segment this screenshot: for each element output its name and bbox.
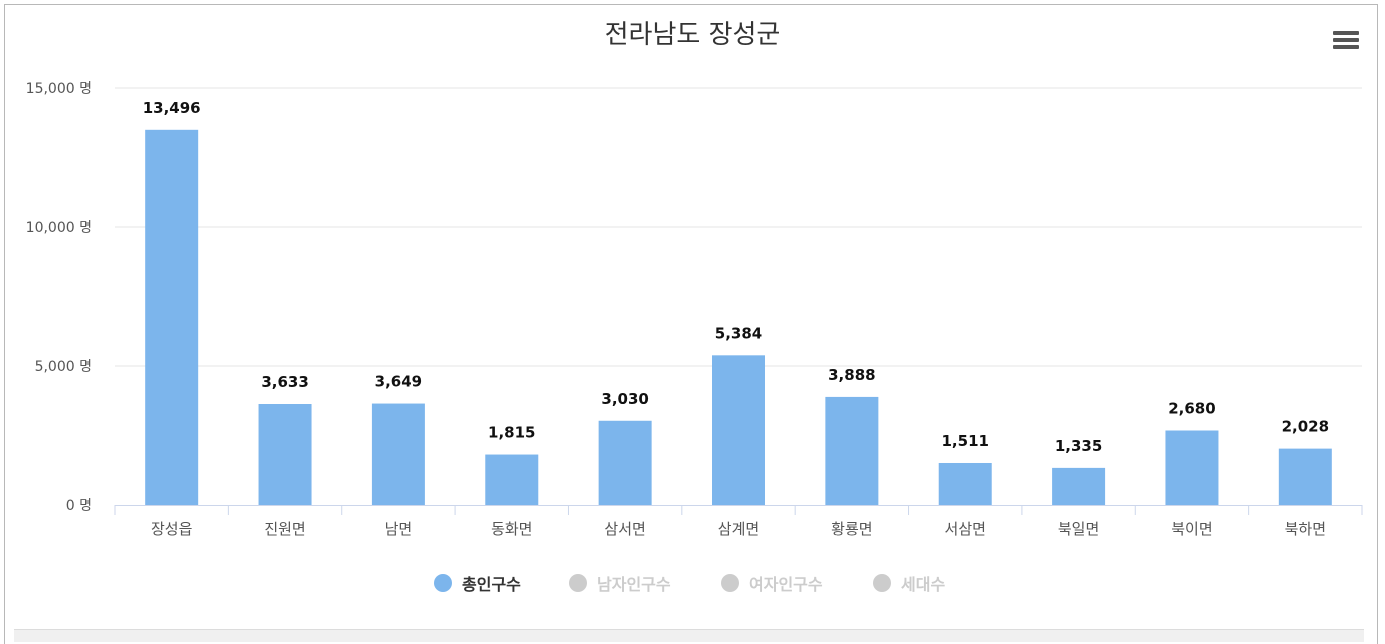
y-tick-label: 15,000 명 — [26, 81, 92, 97]
legend-dot-icon — [434, 574, 452, 592]
data-label: 1,335 — [1055, 437, 1102, 455]
bar — [825, 396, 879, 505]
legend-label: 총인구수 — [462, 575, 521, 594]
data-label: 1,815 — [488, 424, 535, 442]
chart-container — [4, 4, 1378, 644]
bar — [1165, 430, 1219, 505]
bar — [1052, 467, 1106, 505]
legend-label: 여자인구수 — [749, 575, 823, 594]
bar — [712, 355, 765, 505]
data-label: 2,680 — [1168, 399, 1215, 417]
plot-area: 0 명 5,000 명 10,000 명 15,000 명 13,496 장성읍 3,633… — [26, 81, 1363, 538]
x-tick-label: 삼서면 — [604, 520, 645, 538]
bar — [371, 403, 425, 505]
y-tick-label: 10,000 명 — [26, 220, 92, 236]
legend-item-female-population[interactable]: 여자인구수 — [721, 570, 823, 596]
x-tick-label: 삼계면 — [718, 520, 759, 538]
y-tick-label: 5,000 명 — [35, 359, 92, 375]
bar — [938, 462, 992, 505]
x-tick-label: 서삼면 — [945, 520, 986, 538]
y-tick-label: 0 명 — [66, 498, 92, 514]
bar — [598, 420, 652, 505]
legend: 총인구수 남자인구수 여자인구수 세대수 — [0, 570, 1385, 598]
data-label: 1,511 — [942, 432, 989, 450]
legend-label: 세대수 — [901, 575, 946, 594]
data-label: 3,633 — [261, 373, 308, 391]
legend-dot-icon — [873, 574, 891, 592]
data-label: 13,496 — [143, 99, 201, 117]
x-tick-label: 북하면 — [1285, 520, 1326, 538]
bar — [145, 129, 199, 505]
legend-dot-icon — [569, 574, 587, 592]
chart-title: 전라남도 장성군 — [604, 20, 781, 50]
legend-item-total-population[interactable]: 총인구수 — [434, 570, 521, 596]
x-tick-label: 동화면 — [491, 520, 532, 538]
data-label: 3,030 — [601, 390, 648, 408]
data-label: 2,028 — [1282, 418, 1329, 436]
x-tick-label: 장성읍 — [151, 520, 192, 538]
legend-item-male-population[interactable]: 남자인구수 — [569, 570, 671, 596]
data-label: 3,888 — [828, 366, 875, 384]
x-tick-label: 북이면 — [1171, 520, 1212, 538]
x-tick-label: 북일면 — [1058, 520, 1099, 538]
bar — [485, 454, 539, 505]
bar — [1278, 448, 1332, 505]
x-tick-label: 남면 — [385, 520, 413, 538]
x-tick-label: 황룡면 — [831, 520, 872, 538]
legend-item-households[interactable]: 세대수 — [873, 570, 945, 596]
bottom-scroll-strip — [14, 629, 1364, 642]
data-label: 3,649 — [375, 373, 422, 391]
legend-label: 남자인구수 — [597, 575, 671, 594]
data-label: 5,384 — [715, 324, 762, 342]
x-tick-label: 진원면 — [264, 520, 305, 538]
legend-dot-icon — [721, 574, 739, 592]
bar — [258, 404, 312, 505]
chart-menu-button[interactable] — [1329, 26, 1361, 54]
